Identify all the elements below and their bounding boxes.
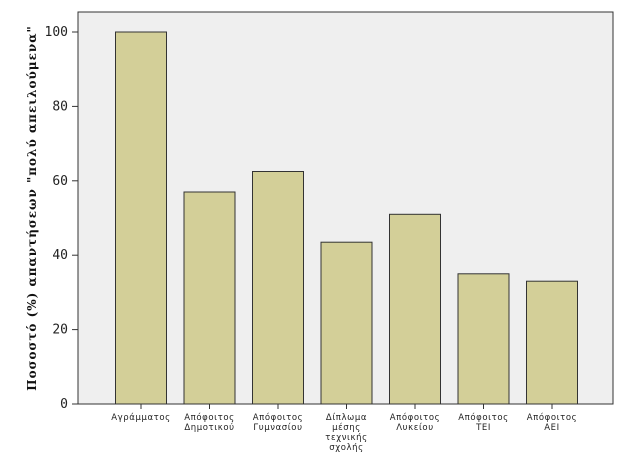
x-axis-labels: Αγράμματος Απόφοιτος Δημοτικού Απόφοιτος Γυμ… xyxy=(111,404,577,453)
bar xyxy=(252,171,304,405)
x-tick-label: Απόφοιτος Γυμνασίου xyxy=(253,412,304,433)
bar xyxy=(526,280,578,405)
y-tick-label: 80 xyxy=(52,99,68,114)
y-tick-label: 20 xyxy=(52,323,68,338)
bar xyxy=(115,31,167,405)
x-tick-label: Απόφοιτος Λυκείου xyxy=(390,412,441,433)
y-axis-label: Ποσοστό (%) απαντήσεων "πολύ απειλούμενα… xyxy=(25,25,39,390)
bar xyxy=(320,241,373,405)
x-tick-label: Απόφοιτος ΑΕΙ xyxy=(527,412,578,433)
bar xyxy=(183,191,236,405)
y-tick-label: 40 xyxy=(52,248,68,263)
bars xyxy=(115,31,578,405)
x-tick-label: Απόφοιτος Δημοτικού xyxy=(184,412,235,433)
x-tick-label: Απόφοιτος ΤΕΙ xyxy=(458,412,509,433)
y-tick-label: 60 xyxy=(52,174,68,189)
y-tick-label: 0 xyxy=(60,397,68,412)
bar xyxy=(457,273,510,405)
x-tick-label: Δίπλωμα μέσης τεχνικής σχολής xyxy=(325,413,367,453)
y-axis: 0 20 40 60 80 100 xyxy=(45,25,78,412)
bar xyxy=(389,213,441,405)
y-tick-label: 100 xyxy=(45,25,68,40)
x-tick-label: Αγράμματος xyxy=(111,413,171,423)
